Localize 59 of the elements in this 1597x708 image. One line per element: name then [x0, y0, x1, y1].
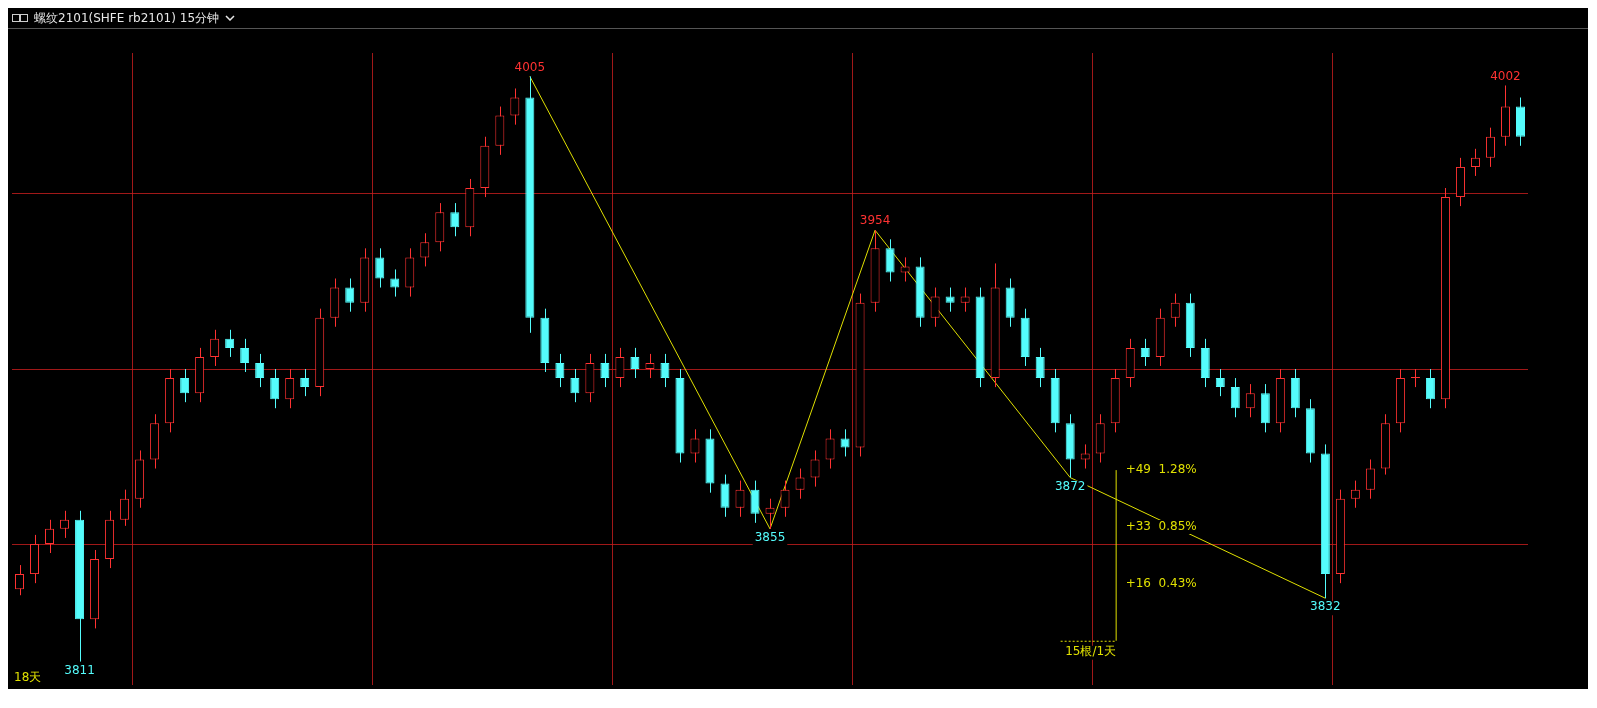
annotation: 3855	[754, 530, 786, 544]
candlestick	[600, 353, 610, 388]
candlestick	[255, 353, 265, 388]
annotation: +33 0.85%	[1125, 519, 1197, 534]
candlestick	[840, 428, 850, 457]
candlestick	[390, 268, 400, 298]
annotation: 3811	[64, 662, 95, 677]
candlestick	[945, 287, 955, 313]
candlestick	[930, 287, 940, 328]
candlestick	[660, 353, 670, 388]
candlestick	[15, 564, 25, 596]
candlestick	[1035, 347, 1045, 388]
annotation: 3832	[1310, 599, 1341, 614]
candlestick	[810, 449, 820, 488]
candlestick	[885, 238, 895, 283]
candlestick	[615, 347, 625, 388]
candlestick	[45, 519, 55, 554]
candlestick	[735, 480, 745, 518]
candlestick	[720, 474, 730, 518]
annotation: 4005	[514, 59, 546, 74]
candlestick	[960, 287, 970, 313]
candlestick	[120, 489, 130, 527]
candlestick	[1230, 377, 1240, 418]
candlestick	[375, 247, 385, 289]
candlestick	[1215, 368, 1225, 397]
candlestick	[1485, 127, 1495, 168]
candlestick	[570, 368, 580, 403]
annotation: 15根/1天	[1065, 643, 1117, 658]
text: 18天	[14, 670, 42, 685]
candlestick	[210, 329, 220, 367]
candlestick	[825, 428, 835, 470]
candlestick	[1170, 293, 1180, 328]
candlestick	[1425, 368, 1435, 409]
candlestick	[1140, 338, 1150, 367]
candlestick	[240, 338, 250, 373]
candlestick	[180, 368, 190, 403]
candlestick	[420, 232, 430, 267]
candlestick	[750, 480, 760, 524]
annotation: 4002	[1490, 68, 1521, 83]
candlestick	[1410, 368, 1420, 388]
candlestick	[300, 368, 310, 397]
candlestick	[900, 256, 910, 283]
candlestick	[450, 202, 460, 237]
candlestick	[510, 87, 520, 126]
candlestick	[345, 278, 355, 313]
candlestick	[285, 368, 295, 409]
annotation: +16 0.43%	[1125, 576, 1197, 591]
candlestick	[780, 480, 790, 518]
annotation: 3954	[859, 213, 891, 228]
candlestick	[1080, 443, 1090, 470]
annotation: +49 1.28%	[1125, 462, 1197, 477]
candlestick	[1245, 383, 1255, 418]
candlestick	[690, 428, 700, 464]
chart-title: 螺纹2101(SHFE rb2101) 15分钟	[34, 9, 220, 27]
candlestick	[1365, 458, 1375, 500]
annotation: 3872	[1054, 478, 1086, 493]
candlestick	[555, 353, 565, 388]
candlestick	[270, 368, 280, 409]
candlestick	[765, 498, 775, 530]
